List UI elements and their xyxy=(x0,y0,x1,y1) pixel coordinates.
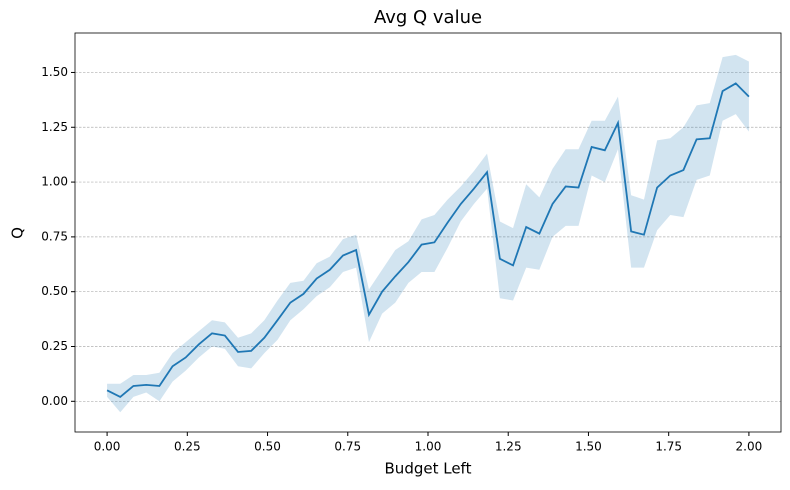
y-tick-label: 0.75 xyxy=(41,229,68,243)
y-axis-label: Q xyxy=(9,227,27,239)
x-tick-label: 0.00 xyxy=(94,440,121,454)
x-tick-label: 2.00 xyxy=(736,440,763,454)
x-tick-label: 1.25 xyxy=(495,440,522,454)
chart-title: Avg Q value xyxy=(374,7,482,28)
x-tick-label: 1.50 xyxy=(575,440,602,454)
x-tick-label: 0.75 xyxy=(334,440,361,454)
x-tick-label: 0.50 xyxy=(254,440,281,454)
confidence-band xyxy=(107,54,749,413)
y-tick-label: 0.25 xyxy=(41,339,68,353)
x-tick-label: 1.00 xyxy=(415,440,442,454)
plot-frame xyxy=(74,32,782,433)
x-axis-label: Budget Left xyxy=(385,460,472,478)
y-tick-label: 1.00 xyxy=(41,175,68,189)
x-tick-label: 0.25 xyxy=(174,440,201,454)
y-tick-label: 1.50 xyxy=(41,65,68,79)
y-tick-label: 0.00 xyxy=(41,394,68,408)
y-tick-label: 1.25 xyxy=(41,120,68,134)
line xyxy=(106,82,750,398)
x-tick-label: 1.75 xyxy=(655,440,682,454)
y-tick-label: 0.50 xyxy=(41,284,68,298)
